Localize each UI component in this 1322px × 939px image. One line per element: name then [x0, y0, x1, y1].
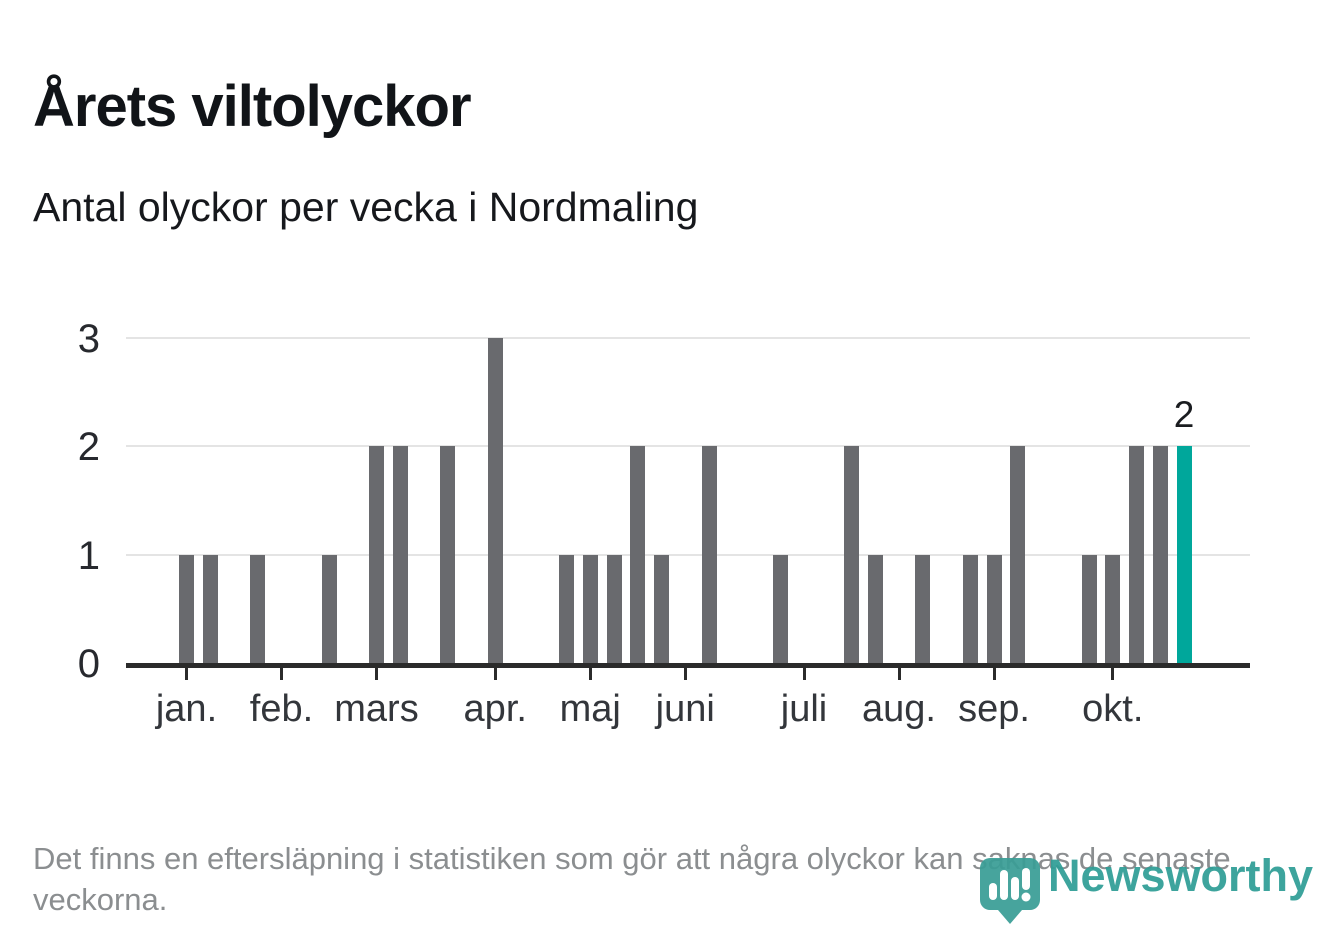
highlighted-bar-value-label: 2: [1173, 394, 1195, 436]
x-axis-label: juli: [780, 688, 828, 730]
bar: [1152, 446, 1168, 663]
x-axis-tick: [185, 668, 188, 680]
bar: [1010, 446, 1026, 663]
bar: [440, 446, 456, 663]
bar: [844, 446, 859, 663]
x-axis-label: aug.: [862, 688, 936, 730]
y-axis-label: 0: [77, 642, 100, 686]
x-axis-label: jan.: [155, 688, 218, 730]
bar: [606, 554, 622, 663]
bar: [321, 554, 337, 663]
x-axis-tick: [493, 668, 497, 680]
x-axis-line: [126, 663, 1250, 668]
bar: [487, 338, 503, 663]
x-axis-label: apr.: [463, 688, 527, 730]
gridline: [126, 553, 1250, 556]
x-axis-label: maj: [559, 688, 621, 730]
bar: [369, 446, 384, 663]
bar: [986, 554, 1002, 663]
bar-highlighted: [1176, 446, 1192, 663]
bar: [392, 446, 408, 663]
x-axis-label: feb.: [249, 688, 314, 730]
x-axis-label: juni: [655, 688, 715, 730]
bar: [630, 446, 646, 663]
x-axis-label: okt.: [1082, 688, 1144, 730]
newsworthy-pin-icon: [980, 858, 1040, 924]
x-axis-label: mars: [334, 688, 419, 730]
chart-subtitle: Antal olyckor per vecka i Nordmaling: [33, 184, 699, 230]
bar: [202, 554, 218, 663]
gridline: [126, 337, 1250, 340]
x-axis-tick: [280, 668, 283, 680]
bar: [867, 554, 883, 663]
bar: [962, 554, 978, 663]
x-axis-tick: [1111, 668, 1115, 680]
x-axis-tick: [683, 668, 687, 680]
bar: [1105, 554, 1121, 663]
newsworthy-logo: Newsworthy: [980, 850, 1313, 924]
bar: [915, 554, 931, 663]
x-axis-label: sep.: [958, 688, 1030, 730]
x-axis-tick: [897, 668, 901, 680]
y-axis-label: 1: [77, 533, 100, 578]
newsworthy-wordmark: Newsworthy: [1048, 850, 1314, 901]
x-axis-tick: [375, 668, 378, 680]
bar: [654, 554, 669, 663]
page-title: Årets viltolyckor: [33, 73, 472, 139]
bar: [559, 554, 574, 663]
bar: [1081, 554, 1097, 663]
x-axis-tick: [992, 668, 996, 680]
bar: [179, 554, 194, 663]
y-axis-label: 2: [77, 425, 100, 470]
x-axis-tick: [588, 668, 592, 680]
bar: [1129, 446, 1144, 663]
bar: [250, 554, 266, 663]
bar: [772, 554, 788, 663]
y-axis-label: 3: [77, 317, 100, 362]
gridline: [126, 445, 1250, 448]
bar: [582, 554, 598, 663]
x-axis-tick: [802, 668, 806, 680]
bar: [701, 446, 717, 663]
